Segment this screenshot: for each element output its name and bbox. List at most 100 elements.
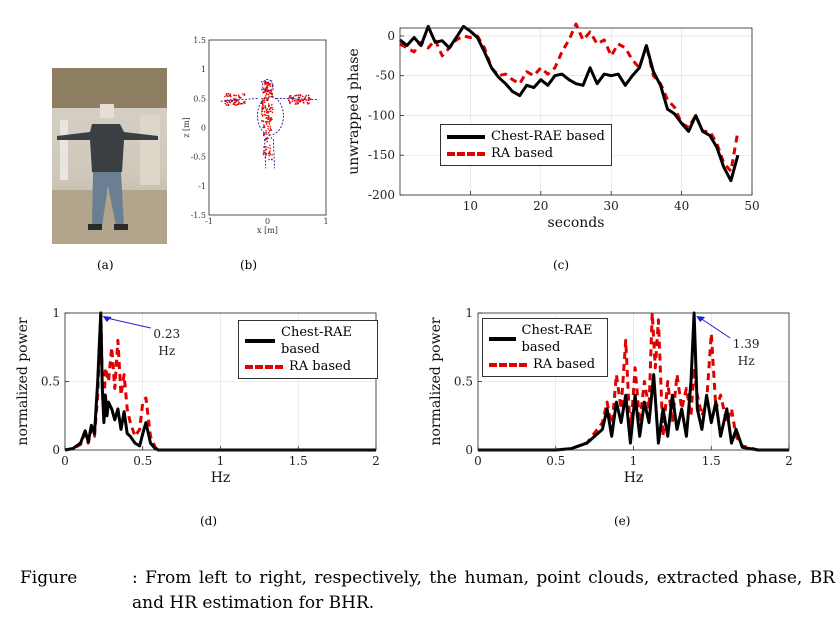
x-tick-label: 1 (323, 217, 328, 226)
x-axis-label: seconds (548, 215, 605, 231)
cloud-point (270, 117, 273, 119)
cloud-point (268, 123, 271, 125)
panel-label-d: (d) (200, 514, 218, 528)
cloud-point (265, 138, 268, 140)
cloud-point (270, 110, 272, 112)
legend-label-chest: Chest-RAE based (521, 323, 593, 355)
panel-label-b: (b) (240, 258, 258, 272)
cloud-point (261, 119, 263, 122)
legend-label-chest: Chest-RAE based (491, 129, 605, 144)
y-axis-label: normalized power (428, 317, 444, 445)
cloud-point (269, 119, 272, 122)
cloud-point (267, 81, 270, 84)
cloud-point (237, 94, 240, 96)
cloud-point (262, 107, 265, 110)
cloud-point (226, 101, 229, 104)
cloud-point (294, 103, 297, 105)
cloud-point (298, 99, 301, 101)
cloud-point (271, 111, 274, 114)
cloud-point (261, 115, 264, 117)
cloud-point (262, 126, 265, 129)
cloud-point (262, 120, 265, 122)
cloud-point (296, 94, 298, 97)
cloud-point (298, 96, 301, 99)
cloud-point (264, 83, 266, 86)
y-tick-label: 1 (201, 65, 206, 74)
x-tick-label: 20 (533, 199, 548, 213)
panel-label-c: (c) (553, 258, 570, 272)
y-tick-label: -50 (376, 69, 395, 83)
cloud-point (236, 99, 238, 101)
cloud-point (266, 88, 268, 90)
panel-label-a: (a) (97, 258, 114, 272)
y-tick-label: -200 (368, 188, 395, 202)
y-tick-label: -1 (198, 182, 206, 191)
cloud-point (261, 102, 264, 105)
cloud-point (271, 118, 273, 121)
cloud-point (232, 103, 235, 105)
series-chest-line (478, 311, 789, 452)
cloud-point (264, 87, 267, 90)
cloud-point (270, 95, 273, 98)
cloud-point (264, 105, 267, 107)
y-tick-label: -150 (368, 148, 395, 162)
hr-legend: Chest-RAE based RA based (482, 318, 608, 377)
cloud-point (265, 145, 267, 148)
annotation-value: 0.23 (153, 327, 180, 341)
cloud-point (295, 101, 297, 103)
cloud-point (303, 101, 305, 104)
cloud-point (269, 144, 271, 147)
x-tick-label: 0 (474, 454, 482, 468)
br-legend: Chest-RAE based RA based (238, 320, 378, 379)
cloud-point (263, 126, 266, 129)
y-tick-label: 0 (201, 124, 206, 133)
cloud-point (263, 82, 266, 84)
legend-label-ra: RA based (491, 146, 554, 161)
cloud-point (268, 108, 271, 111)
cloud-point (266, 114, 268, 117)
caption-text: : From left to right, respectively, the … (132, 568, 835, 613)
cloud-point (243, 94, 246, 97)
cloud-point (267, 137, 269, 140)
y-tick-label: 0 (52, 443, 60, 457)
cloud-point (264, 121, 267, 123)
cloud-point (267, 146, 269, 149)
cloud-point (262, 152, 265, 154)
cloud-point (266, 140, 269, 143)
cloud-point (265, 130, 267, 132)
cloud-point (270, 106, 272, 109)
y-tick-label: -1.5 (191, 211, 206, 220)
x-tick-label: 30 (604, 199, 619, 213)
cloud-point (262, 104, 264, 106)
legend-swatch-chest (245, 339, 276, 343)
cloud-point (271, 93, 273, 96)
cloud-point (268, 89, 271, 92)
cloud-point (234, 103, 236, 106)
annotation-unit: Hz (738, 354, 755, 368)
cloud-point (296, 101, 299, 103)
x-axis-label: Hz (211, 470, 231, 486)
cloud-point (295, 99, 297, 102)
skeleton-torso (256, 96, 284, 136)
cloud-point (266, 85, 268, 88)
cloud-point (244, 100, 246, 103)
cloud-point (235, 100, 238, 103)
cloud-point (268, 104, 270, 107)
cloud-point (288, 96, 291, 98)
cloud-point (263, 146, 265, 148)
annotation-value: 1.39 (733, 337, 760, 351)
cloud-point (264, 95, 267, 97)
cloud-point (225, 104, 228, 106)
cloud-point (240, 102, 243, 105)
cloud-point (233, 94, 236, 96)
cloud-point (241, 102, 244, 105)
cloud-point (271, 154, 273, 156)
x-tick-label: 50 (744, 199, 759, 213)
y-tick-label: 0.5 (454, 375, 473, 389)
legend-swatch-ra (489, 362, 527, 367)
y-tick-label: -0.5 (191, 153, 206, 162)
cloud-point (261, 88, 263, 91)
axes-frame (399, 27, 753, 196)
